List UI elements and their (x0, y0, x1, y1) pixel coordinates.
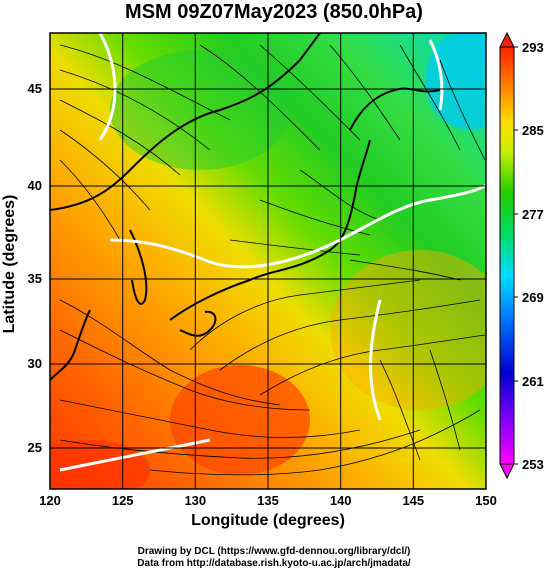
x-axis-ticks: 120 125 130 135 140 145 150 (39, 493, 497, 508)
x-tick-label: 130 (184, 493, 206, 508)
colorbar-tick-label: 253 (522, 457, 544, 472)
y-axis-label: Latitude (degrees) (1, 194, 18, 334)
footer-credit-drawing: Drawing by DCL (https://www.gfd-dennou.o… (137, 546, 411, 557)
colorbar-tick-label: 261 (522, 374, 544, 389)
colorbar-tick-label: 285 (522, 123, 544, 138)
map-title: MSM 09Z07May2023 (850.0hPa) (125, 1, 423, 23)
y-tick-label: 40 (28, 178, 42, 193)
x-axis-label: Longitude (degrees) (191, 512, 345, 529)
footer-credit-data: Data from http://database.rish.kyoto-u.a… (137, 558, 411, 569)
x-tick-label: 140 (330, 493, 352, 508)
x-tick-label: 120 (39, 493, 61, 508)
colorbar-tick-label: 277 (522, 207, 544, 222)
isotherm-contours (59, 33, 486, 472)
y-axis-ticks: 45 40 35 30 25 (28, 81, 42, 455)
x-tick-label: 135 (257, 493, 279, 508)
x-tick-label: 125 (112, 493, 134, 508)
map-frame (49, 32, 487, 490)
y-tick-label: 25 (28, 440, 42, 455)
y-tick-label: 45 (28, 81, 42, 96)
x-tick-label: 145 (402, 493, 424, 508)
x-tick-label: 150 (475, 493, 497, 508)
wind-streamlines (59, 44, 486, 476)
colorbar-tick-label: 293 (522, 40, 544, 55)
y-tick-label: 35 (28, 271, 42, 286)
y-tick-label: 30 (28, 356, 42, 371)
map-gridlines (50, 33, 486, 489)
colorbar: 293 285 277 269 261 253 (499, 31, 544, 480)
colorbar-tick-label: 269 (522, 290, 544, 305)
